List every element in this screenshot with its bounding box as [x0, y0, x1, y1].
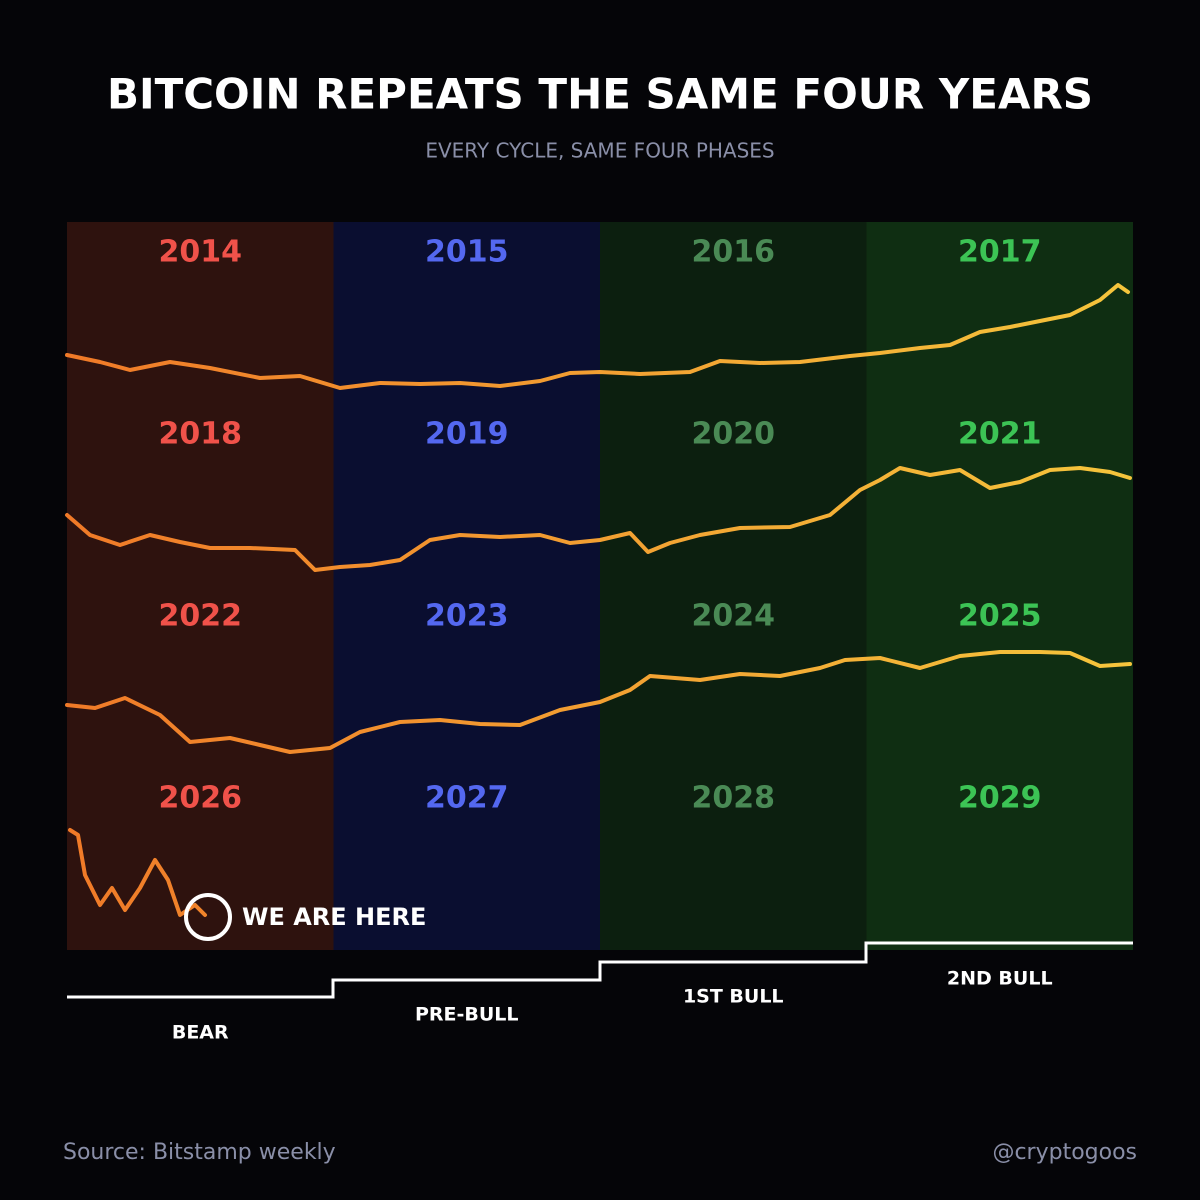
phase-label: 2ND BULL [947, 968, 1053, 990]
phase-label: 1ST BULL [683, 986, 784, 1008]
phase-label: BEAR [172, 1022, 229, 1044]
year-label: 2018 [159, 417, 243, 452]
year-label: 2016 [692, 235, 776, 270]
subtitle: EVERY CYCLE, SAME FOUR PHASES [425, 139, 774, 163]
phase-steps [67, 941, 1133, 999]
current-marker [184, 893, 232, 941]
year-label: 2024 [692, 599, 776, 634]
phase-labels: BEAR PRE-BULL 1ST BULL 2ND BULL [172, 968, 1053, 1044]
phase-label: PRE-BULL [415, 1004, 519, 1026]
year-label: 2017 [958, 235, 1042, 270]
handle: @cryptogoos [992, 1140, 1137, 1165]
price-line [65, 283, 1130, 390]
year-label: 2029 [958, 781, 1042, 816]
year-label: 2021 [958, 417, 1042, 452]
year-label: 2026 [159, 781, 243, 816]
price-line [65, 650, 1132, 754]
year-label: 2019 [425, 417, 509, 452]
year-label: 2014 [159, 235, 243, 270]
title: BITCOIN REPEATS THE SAME FOUR YEARS [107, 70, 1093, 119]
year-label: 2028 [692, 781, 776, 816]
second-bull-panel [866, 222, 1133, 950]
year-label: 2022 [159, 599, 243, 634]
year-label: 2020 [692, 417, 776, 452]
year-label: 2015 [425, 235, 509, 270]
year-label: 2027 [425, 781, 509, 816]
price-line [68, 828, 207, 917]
bear-panel [67, 222, 334, 950]
annotation: WE ARE HERE [242, 903, 426, 931]
pre-bull-panel [333, 222, 600, 950]
source: Source: Bitstamp weekly [63, 1140, 336, 1165]
year-label: 2025 [958, 599, 1042, 634]
year-label: 2023 [425, 599, 509, 634]
first-bull-panel [600, 222, 867, 950]
year-labels: 2014 2015 2016 2017 2018 2019 2020 2021 2022 2023… [159, 235, 1042, 816]
price-line [65, 466, 1132, 572]
